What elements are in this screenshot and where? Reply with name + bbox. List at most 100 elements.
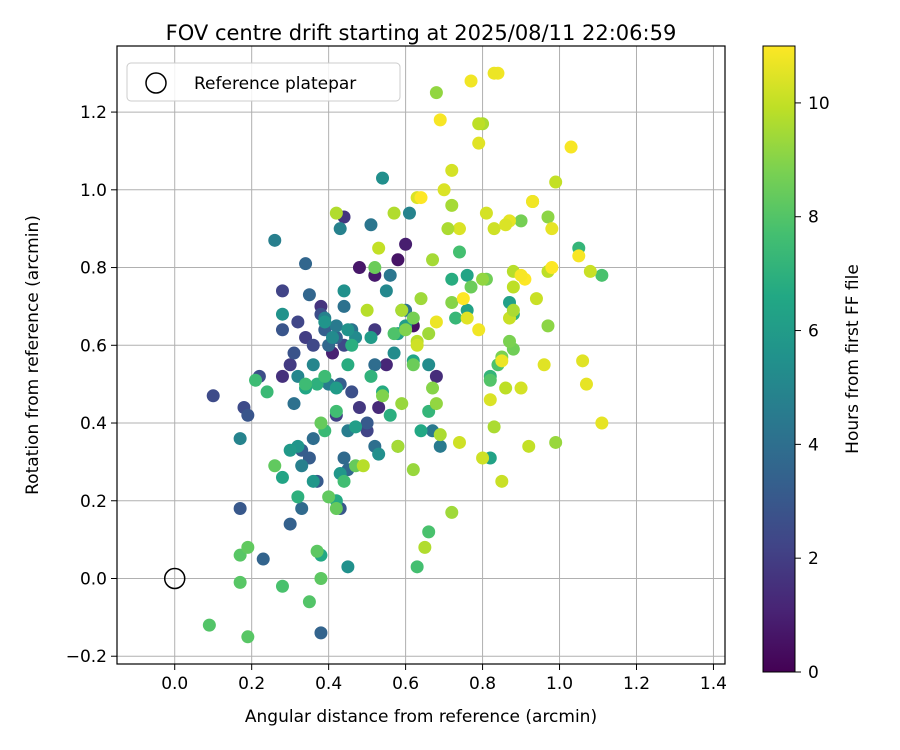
data-point: [283, 443, 297, 457]
data-point: [275, 579, 289, 593]
data-point: [356, 459, 370, 473]
data-point: [283, 358, 297, 372]
colorbar-bar: [762, 45, 796, 673]
data-point: [433, 113, 447, 127]
data-point: [595, 268, 609, 282]
data-point: [306, 432, 320, 446]
data-point: [352, 400, 366, 414]
data-point: [583, 264, 597, 278]
data-point: [487, 420, 501, 434]
data-point: [345, 338, 359, 352]
data-point: [275, 307, 289, 321]
data-point: [241, 540, 255, 554]
x-tick-label: 1.4: [700, 674, 727, 694]
data-point: [341, 560, 355, 574]
legend-reference-marker-icon: [145, 72, 167, 94]
data-point: [318, 315, 332, 329]
legend-label: Reference platepar: [194, 74, 356, 94]
x-tick-label: 0.8: [469, 674, 496, 694]
data-point: [337, 451, 351, 465]
y-tick-label: 0.8: [80, 259, 107, 279]
data-point: [514, 381, 528, 395]
x-axis-label: Angular distance from reference (arcmin): [245, 707, 597, 727]
data-point: [445, 296, 459, 310]
data-point: [318, 369, 332, 383]
colorbar-tick-label: 2: [808, 549, 819, 569]
data-point: [472, 323, 486, 337]
data-point: [329, 381, 343, 395]
data-point: [387, 346, 401, 360]
data-point: [445, 198, 459, 212]
data-point: [291, 490, 305, 504]
data-point: [545, 261, 559, 275]
data-point: [372, 241, 386, 255]
data-point: [429, 86, 443, 100]
data-point: [368, 358, 382, 372]
data-point: [299, 377, 313, 391]
y-tick-label: −0.2: [66, 647, 107, 667]
x-axis-ticks: 0.0 0.2 0.4 0.6 0.8 1.0 1.2 1.4: [161, 664, 727, 694]
data-point: [256, 552, 270, 566]
data-point: [476, 451, 490, 465]
data-point: [479, 206, 493, 220]
y-tick-label: 0.0: [80, 569, 107, 589]
data-point: [322, 490, 336, 504]
data-point: [399, 323, 413, 337]
y-tick-label: 1.2: [80, 103, 107, 123]
data-point: [295, 502, 309, 516]
data-point: [379, 284, 393, 298]
data-point: [399, 237, 413, 251]
data-point: [241, 408, 255, 422]
data-point: [495, 474, 509, 488]
data-point: [241, 630, 255, 644]
data-point: [391, 439, 405, 453]
data-point: [299, 257, 313, 271]
data-point: [329, 404, 343, 418]
data-point: [422, 525, 436, 539]
data-point: [449, 311, 463, 325]
data-point: [452, 435, 466, 449]
data-point: [495, 354, 509, 368]
data-point: [349, 420, 363, 434]
data-point: [337, 299, 351, 313]
data-point: [360, 416, 374, 430]
data-point: [483, 393, 497, 407]
data-point: [429, 369, 443, 383]
data-point: [503, 334, 517, 348]
data-point: [499, 381, 513, 395]
x-tick-label: 0.4: [315, 674, 342, 694]
colorbar-ticks: 0 2 4 6 8 10: [795, 94, 830, 683]
data-point: [506, 280, 520, 294]
data-point: [376, 171, 390, 185]
x-tick-label: 1.2: [623, 674, 650, 694]
data-point: [529, 292, 543, 306]
data-point: [379, 358, 393, 372]
data-point: [364, 369, 378, 383]
data-point: [341, 323, 355, 337]
data-point: [549, 175, 563, 189]
reference-marker: [163, 567, 186, 590]
data-point: [287, 346, 301, 360]
data-point: [233, 502, 247, 516]
colorbar: 0 2 4 6 8 10 Hours from first FF file: [762, 45, 863, 683]
data-point: [499, 218, 513, 232]
x-tick-label: 0.2: [238, 674, 265, 694]
x-tick-label: 1.0: [546, 674, 573, 694]
data-point: [406, 311, 420, 325]
colorbar-label: Hours from first FF file: [843, 264, 863, 454]
y-tick-label: 0.2: [80, 492, 107, 512]
data-point: [268, 233, 282, 247]
data-point: [287, 397, 301, 411]
data-point: [433, 428, 447, 442]
colorbar-tick-label: 6: [808, 322, 819, 342]
data-point: [445, 163, 459, 177]
data-point: [310, 544, 324, 558]
data-point: [333, 222, 347, 236]
data-point: [329, 206, 343, 220]
data-point: [383, 408, 397, 422]
data-point: [522, 439, 536, 453]
data-point: [514, 214, 528, 228]
plot-frame: [116, 45, 726, 665]
data-point: [329, 319, 343, 333]
data-point: [514, 268, 528, 282]
